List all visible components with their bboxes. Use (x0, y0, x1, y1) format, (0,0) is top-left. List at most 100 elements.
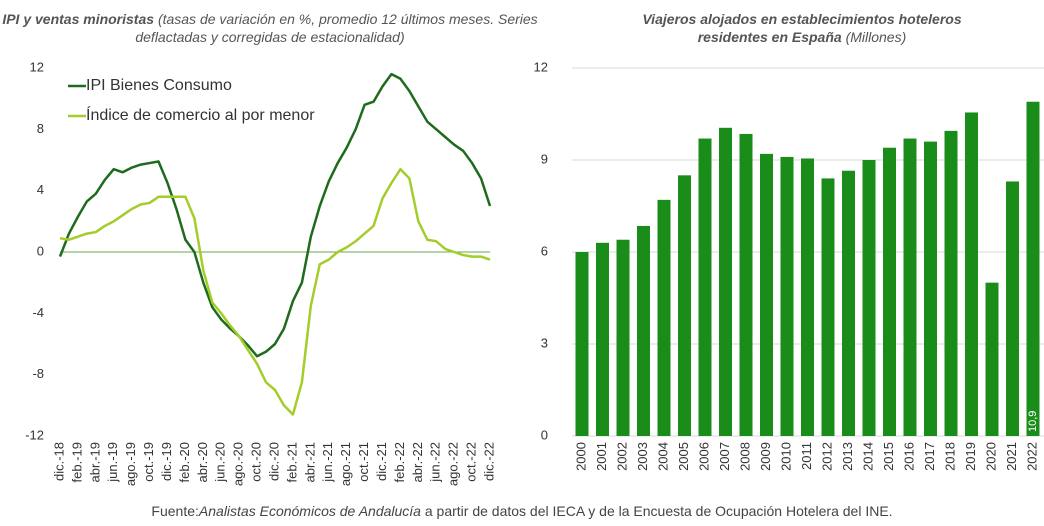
legend-label: IPI Bienes Consumo (86, 77, 232, 94)
bar (1006, 181, 1019, 436)
left-title: IPI y ventas minoristas (tasas de variac… (0, 10, 540, 46)
bar (678, 175, 691, 437)
x-tick-label: abr.-20 (195, 442, 210, 482)
bar (862, 160, 876, 436)
x-tick-label: dic.-19 (159, 442, 174, 481)
x-tick-label: ago.-21 (338, 442, 353, 486)
y-tick-label: -12 (25, 427, 44, 442)
x-tick-label: jun.-19 (105, 442, 120, 483)
x-tick-label: dic.-18 (51, 442, 66, 481)
x-tick-label: oct.-20 (249, 442, 264, 482)
y-tick-label: 0 (541, 427, 548, 442)
bar (637, 225, 650, 436)
bar (842, 170, 855, 436)
x-tick-label: 2014 (860, 442, 875, 471)
x-tick-label: ago.-20 (231, 442, 246, 486)
bar (780, 156, 794, 436)
subtitle: (Millones) (845, 29, 907, 45)
x-tick-label: 2022 (1024, 442, 1039, 471)
x-tick-label: feb.-19 (69, 442, 84, 482)
source: Fuente:Analistas Económicos de Andalucía… (0, 503, 1044, 519)
x-tick-label: dic.-22 (481, 442, 496, 481)
bar (596, 242, 609, 436)
bar (719, 127, 732, 437)
x-tick-label: ago.-19 (123, 442, 138, 486)
x-tick-label: abr.-21 (302, 442, 317, 482)
source-rest: a partir de datos del IECA y de la Encue… (424, 503, 893, 519)
x-tick-label: jun.-22 (428, 442, 443, 483)
x-tick-label: feb.-21 (284, 442, 299, 482)
y-tick-label: 12 (30, 59, 44, 74)
x-tick-label: oct.-21 (356, 442, 371, 482)
x-tick-label: 2006 (696, 442, 711, 471)
bar (698, 138, 712, 437)
bar (883, 147, 896, 436)
x-tick-label: 2004 (655, 442, 670, 471)
x-tick-label: 2008 (737, 442, 752, 471)
y-tick-label: 4 (37, 182, 44, 197)
x-tick-label: 2016 (901, 442, 916, 471)
x-tick-label: jun.-20 (213, 442, 228, 483)
bar (616, 239, 630, 436)
y-tick-label: 8 (37, 121, 44, 136)
line (59, 167, 491, 416)
bar (760, 153, 773, 436)
legend-label: Índice de comercio al por menor (86, 105, 315, 124)
bar (739, 133, 753, 436)
x-tick-label: 2009 (758, 442, 773, 471)
x-tick-label: feb.-20 (177, 442, 192, 482)
y-tick-label: 12 (534, 59, 548, 74)
source-prefix: Fuente: (151, 503, 199, 519)
x-tick-label: 2012 (819, 442, 834, 471)
x-tick-label: dic.-21 (374, 442, 389, 481)
value-label: 10,9 (1027, 411, 1039, 432)
x-tick-label: 2017 (922, 442, 937, 471)
x-tick-label: 2020 (983, 442, 998, 471)
bar (821, 178, 835, 436)
title: Viajeros alojados en establecimientos ho… (642, 11, 962, 45)
y-tick-label: -8 (32, 366, 44, 381)
x-tick-label: 2007 (717, 442, 732, 471)
bar (985, 282, 999, 436)
x-tick-label: 2005 (676, 442, 691, 471)
x-tick-label: 2021 (1004, 442, 1019, 471)
y-tick-label: 0 (37, 243, 44, 258)
bar (903, 138, 917, 437)
bar (924, 141, 937, 436)
bar (657, 199, 671, 436)
bar (1026, 101, 1040, 436)
x-tick-label: 2015 (881, 442, 896, 471)
line (58, 72, 492, 358)
x-tick-label: dic.-20 (266, 442, 281, 481)
x-tick-label: 2019 (963, 442, 978, 471)
x-tick-label: 2001 (594, 442, 609, 471)
y-tick-label: 9 (541, 151, 548, 166)
x-tick-label: oct.-22 (464, 442, 479, 482)
x-tick-label: 2011 (799, 442, 814, 470)
x-tick-label: abr.-22 (410, 442, 425, 482)
right-title: Viajeros alojados en establecimientos ho… (612, 10, 992, 46)
x-tick-label: ago.-22 (446, 442, 461, 486)
x-tick-label: abr.-19 (87, 442, 102, 482)
title: IPI y ventas minoristas (2, 11, 155, 27)
x-tick-label: jun.-21 (320, 442, 335, 483)
bar (944, 130, 958, 436)
x-tick-label: 2002 (614, 442, 629, 471)
y-tick-label: 6 (541, 243, 548, 258)
bar (801, 158, 814, 436)
bar (575, 252, 589, 436)
x-tick-label: 2010 (778, 442, 793, 471)
x-tick-label: feb.-22 (392, 442, 407, 482)
y-tick-label: 3 (541, 335, 548, 350)
x-tick-label: oct.-19 (141, 442, 156, 482)
x-tick-label: 2018 (942, 442, 957, 471)
source-author: Analistas Económicos de Andalucía (198, 503, 421, 519)
x-tick-label: 2013 (840, 442, 855, 471)
y-tick-label: -4 (32, 305, 44, 320)
x-tick-label: 2003 (635, 442, 650, 471)
x-tick-label: 2000 (573, 442, 588, 471)
bar (965, 112, 978, 436)
subtitle: (tasas de variación en %, promedio 12 úl… (135, 11, 538, 45)
